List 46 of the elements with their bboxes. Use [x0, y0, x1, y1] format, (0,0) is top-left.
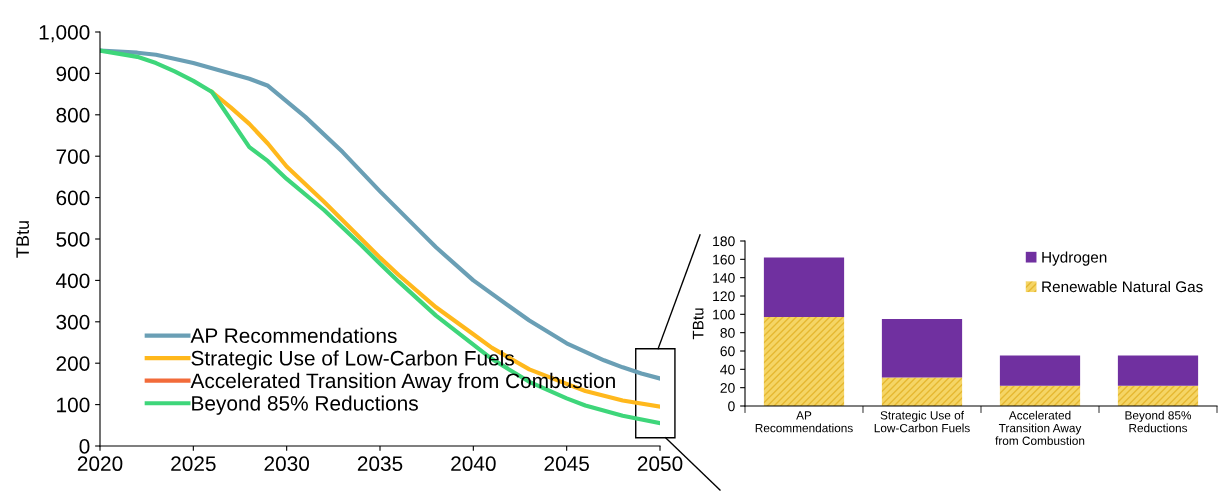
y-tick-label: 100: [57, 397, 90, 413]
x-tick-label: 2040: [451, 456, 496, 472]
x-tick-label: 2030: [264, 456, 310, 472]
y-tick-label: 500: [56, 232, 90, 247]
y-tick-label: 120: [713, 291, 735, 302]
y-tick-label: 180: [713, 236, 735, 247]
y-tick-label: 900: [56, 66, 90, 82]
x-tick-label: Beyond 85% Reductions: [1125, 410, 1192, 433]
bar: [763, 317, 845, 406]
y-tick-label: 700: [56, 149, 90, 164]
y-tick-label: 80: [720, 328, 735, 338]
y-tick-label: 600: [56, 190, 90, 206]
y-tick-label: 60: [720, 346, 735, 357]
x-tick-label: AP Recommendations: [755, 411, 853, 433]
y-tick-label: 400: [56, 273, 90, 289]
x-tick-label: 2035: [357, 456, 403, 472]
bar: [1117, 385, 1199, 406]
legend-label: Beyond 85% Reductions: [192, 395, 418, 415]
legend-label: Hydrogen: [1042, 251, 1107, 266]
y-axis-title: TBtu: [16, 221, 30, 258]
x-tick-label: 2025: [171, 456, 216, 472]
bar: [1117, 355, 1199, 386]
y-tick-label: 0: [728, 401, 735, 412]
bar: [881, 318, 963, 378]
y-tick-label: 200: [56, 356, 90, 371]
legend-label: AP Recommendations: [190, 327, 397, 344]
y-tick-label: 160: [713, 254, 735, 265]
y-tick-label: 0: [79, 439, 90, 454]
y-tick-label: 20: [720, 383, 735, 393]
y-axis-title: TBtu: [692, 308, 704, 340]
y-tick-label: 140: [713, 273, 735, 283]
bar: [999, 355, 1081, 386]
x-tick-label: 2050: [637, 456, 683, 472]
legend-label: Renewable Natural Gas: [1042, 280, 1203, 293]
x-tick-label: 2020: [77, 456, 123, 472]
y-tick-label: 100: [713, 309, 735, 320]
x-tick-label: 2045: [544, 456, 589, 472]
y-tick-label: 40: [720, 364, 735, 375]
y-tick-label: 1,000: [39, 25, 90, 43]
x-tick-label: Accelerated Transition Away from Combustion: [995, 410, 1085, 445]
y-tick-label: 300: [56, 314, 90, 330]
y-tick-label: 800: [56, 107, 90, 123]
x-tick-label: Strategic Use of Low-Carbon Fuels: [874, 410, 970, 433]
bar: [881, 377, 963, 406]
bar: [999, 385, 1081, 406]
bar: [763, 257, 845, 318]
